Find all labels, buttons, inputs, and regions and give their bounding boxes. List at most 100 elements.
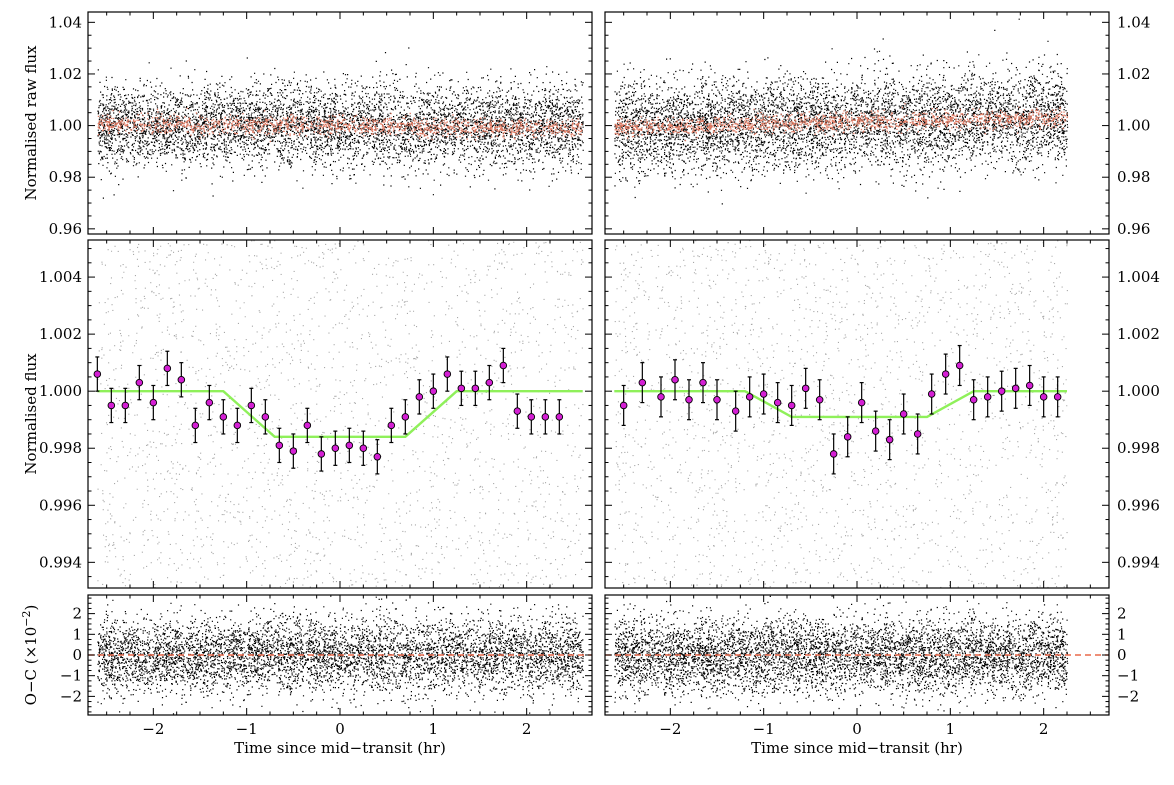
left-detrended-binned-marker [499, 361, 508, 370]
left-raw-ylabel-main: Normalised raw flux [22, 45, 40, 200]
left-detrended-binned-marker [359, 444, 368, 452]
left-raw-ylabel: Normalised raw flux [22, 45, 40, 200]
right-raw-series-systematics-model [614, 103, 1069, 142]
right-detrended-binned-point [1025, 364, 1034, 407]
right-detrended-binned-marker [759, 390, 768, 398]
left-residuals-xtick-label: −2 [142, 720, 164, 738]
left-residuals-ytick-label: −1 [60, 667, 82, 685]
left-detrended-binned-point [275, 427, 284, 464]
left-detrended-binned-marker [275, 441, 284, 450]
right-raw-ytick-label: 0.96 [1117, 220, 1150, 238]
right-detrended-binned-point [843, 416, 852, 458]
left-residuals-ylabel-main: O−C (×10 [22, 627, 40, 706]
left-detrended-binned-point [541, 399, 550, 435]
right-detrended-frame [604, 239, 1110, 589]
right-detrended-binned-point [913, 413, 922, 455]
left-detrended-binned-marker [331, 444, 340, 452]
right-detrended-ytick-label: 0.996 [1117, 496, 1160, 514]
right-detrended-binned-point [997, 370, 1006, 412]
right-detrended-binned-point [955, 344, 964, 387]
right-detrended-binned-marker [713, 395, 721, 404]
left-detrended-binned-point [261, 399, 270, 435]
left-residuals-xtick-label: 0 [335, 720, 345, 738]
left-detrended-binned-point [93, 356, 102, 392]
right-detrended-binned-marker [913, 430, 922, 438]
right-detrended-binned-marker [983, 393, 992, 401]
right-detrended-binned-point [927, 373, 936, 415]
right-residuals-panel: −2 −1 0 1 2 −2 −1 0 1 2 Time since mid−transit (hr… [604, 594, 1139, 757]
left-detrended-ytick-label: 1.004 [39, 268, 82, 286]
left-detrended-binned-marker [247, 401, 256, 410]
left-detrended-binned-point [303, 407, 312, 444]
left-detrended-binned-marker [219, 413, 228, 421]
left-residuals-ylabel-exponent: −2 [20, 611, 33, 627]
right-detrended-binned-marker [1025, 381, 1034, 390]
right-raw-ytick-label: 1.02 [1117, 65, 1150, 83]
left-detrended-binned-point [415, 379, 424, 415]
right-detrended-binned-marker [857, 398, 866, 407]
left-detrended-binned-point [289, 433, 298, 469]
left-raw-panel: 0.96 0.98 1.00 1.02 1.04 Normalised raw flux [22, 11, 593, 238]
right-detrended-panel: 0.994 0.996 0.998 1.000 1.002 1.004 [604, 239, 1160, 589]
right-residuals-plot-area [605, 595, 1109, 714]
right-residuals-ytick-label: 1 [1117, 625, 1127, 643]
left-detrended-binned-point [471, 370, 480, 407]
left-raw-ytick-label: 0.96 [49, 220, 82, 238]
right-detrended-binned-point [969, 379, 978, 421]
left-detrended-binned-marker [303, 421, 312, 430]
left-detrended-binned-marker [415, 393, 424, 401]
right-detrended-binned-point [657, 376, 665, 418]
left-detrended-ytick-label: 1.000 [39, 382, 82, 400]
right-residuals-xlabel: Time since mid−transit (hr) [751, 739, 963, 757]
left-residuals-xtick-label: −1 [236, 720, 258, 738]
right-detrended-transit-model-line [614, 390, 1067, 419]
right-detrended-series-detrended-flux [614, 240, 1068, 588]
left-residuals-ytick-label: −2 [60, 687, 82, 705]
right-detrended-binned-marker [699, 378, 707, 387]
left-raw-ytick-label: 1.04 [49, 13, 82, 31]
right-detrended-binned-point [899, 393, 908, 435]
left-detrended-panel: 0.994 0.996 0.998 1.000 1.002 1.004 Normalised… [22, 239, 593, 589]
right-detrended-binned-point [685, 379, 693, 421]
right-detrended-binned-point [1039, 376, 1048, 418]
left-detrended-binned-point [485, 364, 494, 401]
right-detrended-binned-marker [927, 390, 936, 398]
right-detrended-binned-marker [1011, 384, 1020, 393]
right-detrended-binned-marker [1053, 393, 1062, 401]
right-detrended-binned-point [731, 390, 740, 432]
left-raw-ytick-label: 1.02 [49, 65, 82, 83]
left-detrended-binned-marker [163, 364, 172, 373]
right-residuals-xtick-label: 2 [1039, 720, 1049, 738]
left-residuals-ytick-label: 0 [72, 646, 82, 664]
right-raw-ytick-label: 1.00 [1117, 117, 1150, 135]
left-residuals-xtick-label: 2 [522, 720, 532, 738]
left-detrended-binned-marker [177, 376, 186, 384]
left-detrended-binned-point [443, 356, 452, 392]
left-detrended-binned-marker [401, 413, 410, 421]
left-detrended-series-detrended-flux [97, 240, 584, 588]
left-detrended-ytick-label: 0.996 [39, 496, 82, 514]
right-detrended-binned-marker [671, 376, 679, 384]
left-detrended-binned-point [163, 350, 172, 387]
right-detrended-ytick-label: 0.994 [1117, 553, 1160, 571]
left-detrended-binned-marker [387, 421, 396, 430]
left-residuals-plot-area [88, 595, 592, 715]
right-residuals-ytick-label: −1 [1117, 667, 1139, 685]
left-detrended-binned-marker [513, 407, 522, 415]
left-detrended-binned-point [107, 387, 116, 424]
left-residuals-xlabel: Time since mid−transit (hr) [234, 739, 446, 757]
left-detrended-binned-point [555, 399, 564, 435]
left-detrended-binned-marker [373, 453, 382, 461]
left-detrended-binned-marker [429, 387, 438, 395]
right-detrended-binned-marker [899, 410, 908, 418]
right-residuals-xtick-label: −1 [753, 720, 775, 738]
right-detrended-binned-marker [638, 378, 647, 387]
left-detrended-binned-point [373, 439, 382, 475]
right-detrended-binned-point [885, 419, 894, 461]
left-detrended-binned-marker [135, 378, 144, 387]
left-detrended-binned-point [317, 436, 326, 472]
left-detrended-binned-marker [121, 401, 130, 410]
right-detrended-binned-marker [619, 401, 628, 410]
right-detrended-binned-point [619, 384, 628, 427]
